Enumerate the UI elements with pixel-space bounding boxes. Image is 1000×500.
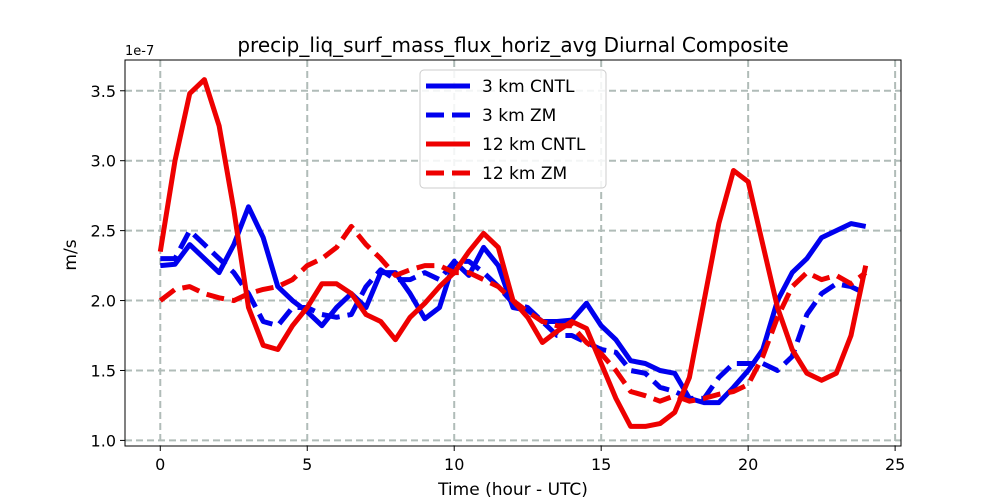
legend-label: 12 km ZM	[482, 164, 567, 184]
y-tick-label: 2.5	[91, 222, 116, 241]
x-tick-label: 15	[591, 455, 611, 474]
y-tick-label: 3.0	[91, 152, 116, 171]
plot-frame	[124, 59, 902, 447]
y-tick-label: 3.5	[91, 82, 116, 101]
chart-title: precip_liq_surf_mass_flux_horiz_avg Diur…	[237, 33, 788, 57]
legend-label: 3 km CNTL	[482, 77, 575, 97]
x-tick-label: 5	[302, 455, 312, 474]
y-tick-label: 1.5	[91, 361, 116, 380]
series-layer	[157, 77, 869, 429]
legend: 3 km CNTL 3 km ZM 12 km CNTL 12 km ZM	[419, 69, 607, 189]
x-axis-label: Time (hour - UTC)	[437, 480, 588, 500]
x-tick-label: 25	[885, 455, 905, 474]
ticks: 0 5 10 15 20 25 1.0 1.5 2.0 2.5 3.0 3.5	[91, 82, 906, 474]
series-line-3-km-cntl	[160, 204, 867, 406]
x-tick-label: 20	[738, 455, 758, 474]
x-tick-label: 0	[155, 455, 165, 474]
y-offset-label: 1e-7	[125, 44, 154, 59]
legend-label: 3 km ZM	[482, 106, 556, 126]
legend-box	[419, 69, 607, 189]
y-axis-label: m/s	[61, 239, 81, 270]
y-tick-label: 1.0	[91, 431, 116, 450]
x-tick-label: 10	[444, 455, 464, 474]
legend-label: 12 km CNTL	[482, 135, 586, 155]
y-tick-label: 2.0	[91, 292, 116, 311]
series-line-12-km-zm	[158, 223, 868, 404]
